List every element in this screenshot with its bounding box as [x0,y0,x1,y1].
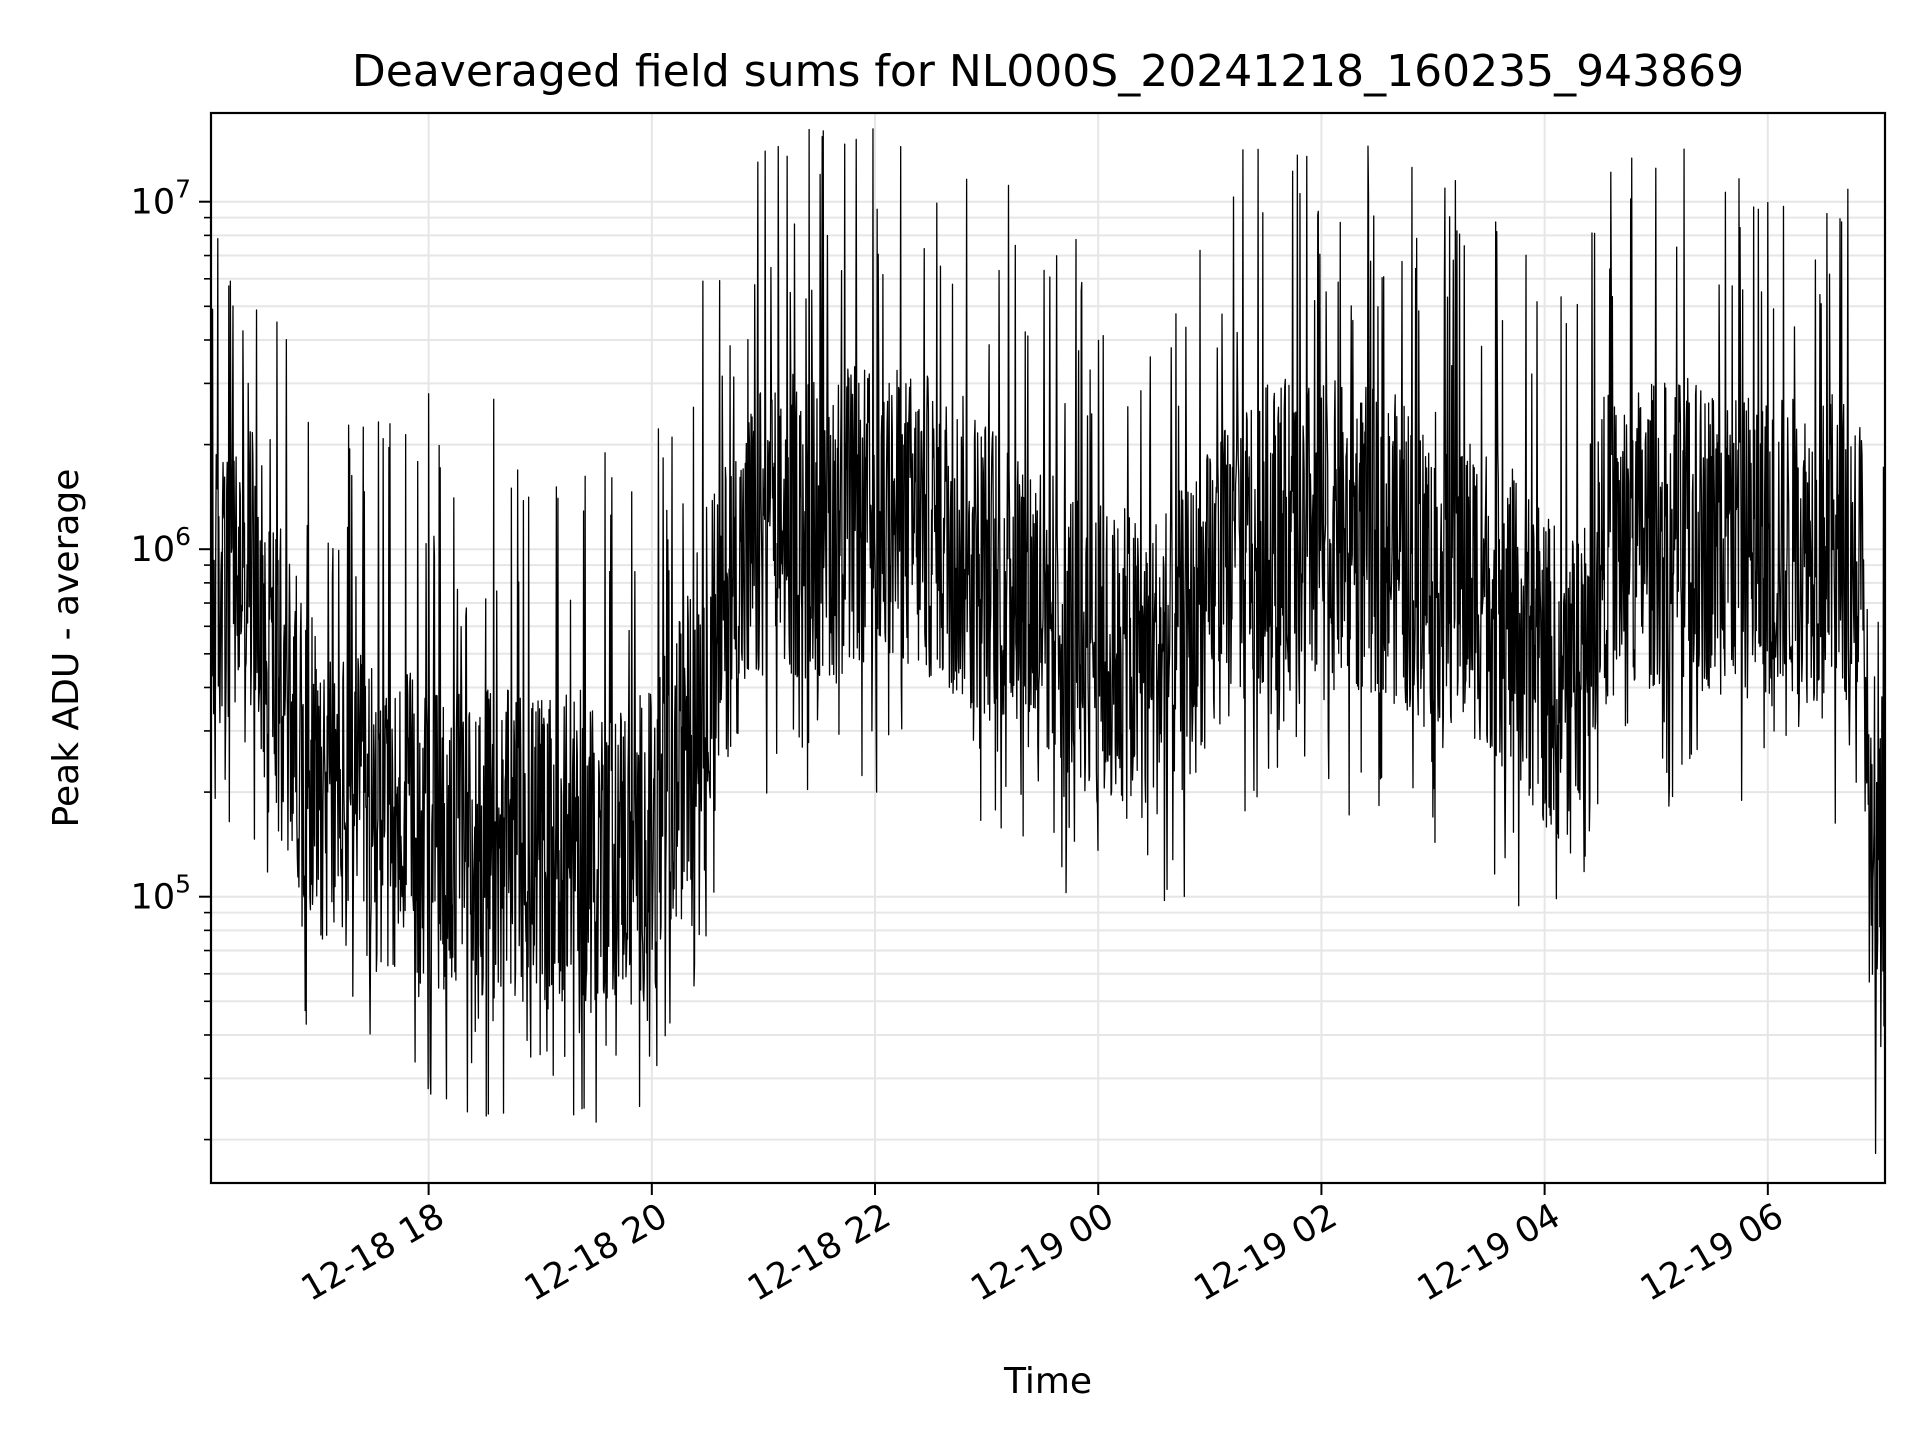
x-tick-label: 12-18 18 [295,1196,451,1309]
chart-title: Deaveraged field sums for NL000S_2024121… [352,46,1744,97]
y-tick-label: 107 [131,175,191,223]
x-tick-label: 12-18 22 [741,1196,897,1309]
series-path [210,128,1886,1155]
x-tick-label: 12-19 04 [1411,1196,1567,1309]
grid [211,113,1885,1183]
x-tick-label: 12-19 02 [1188,1196,1344,1309]
y-axis-label: Peak ADU - average [46,469,87,828]
x-axis-label: Time [1003,1361,1092,1402]
y-tick-label: 106 [131,522,191,570]
x-tick-label: 12-18 20 [518,1196,674,1309]
plot-frame [209,111,1887,1185]
y-tick-label: 105 [131,870,191,918]
series-line [210,128,1886,1155]
x-tick-label: 12-19 06 [1634,1196,1790,1309]
y-axis: 105 106 107 [131,175,211,1141]
x-tick-label: 12-19 00 [964,1196,1120,1309]
x-axis: 12-18 18 12-18 20 12-18 22 12-19 00 12-19 02… [295,1183,1790,1309]
